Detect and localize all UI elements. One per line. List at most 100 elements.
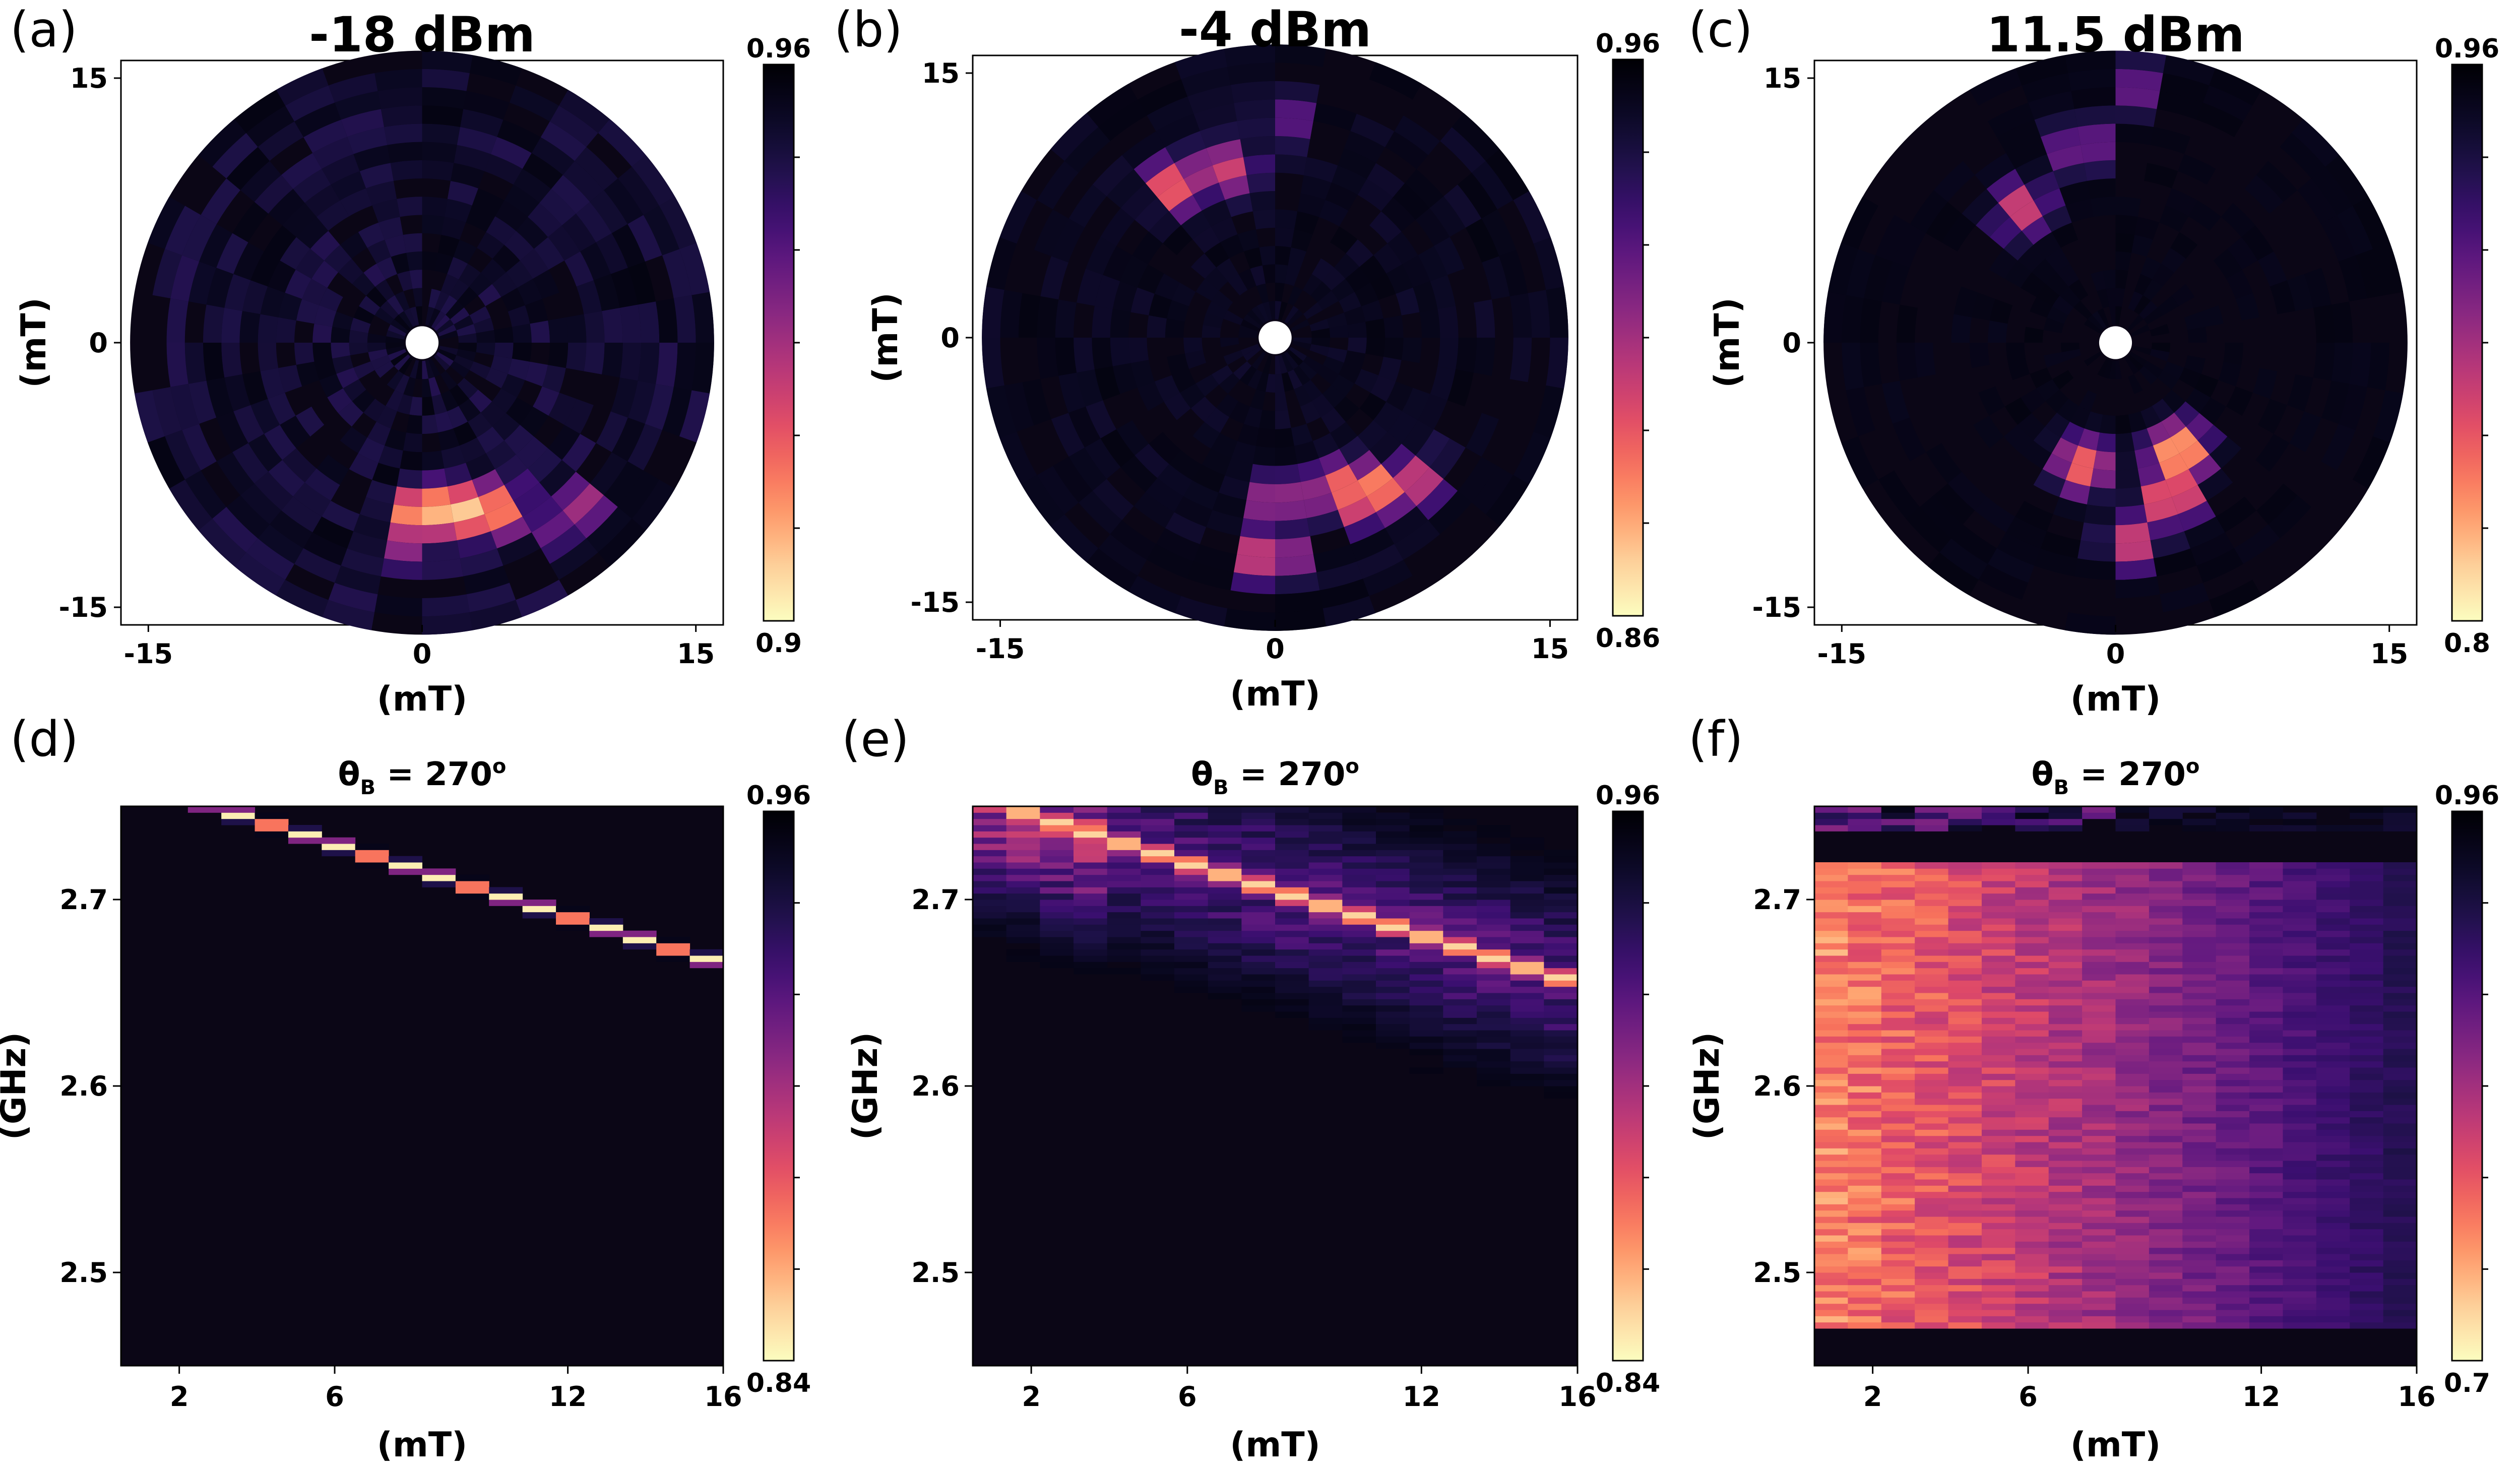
heatmap-cell [2249,974,2283,981]
heatmap-cell [2015,1049,2049,1055]
polar-bin [280,237,310,270]
heatmap-cell [2115,887,2150,894]
heatmap-cell [2350,1272,2384,1279]
polar-bin [2006,516,2047,549]
heatmap-cell [2316,949,2350,956]
heatmap-cell [2115,1024,2150,1031]
polar-bin [203,343,225,381]
polar-bin [1319,200,1349,227]
heatmap-cell [2283,1079,2317,1086]
polar-bin [372,463,400,487]
polar-bin [679,390,710,443]
heatmap-cell [2115,825,2150,832]
polar-bin [662,249,692,298]
heatmap-cell [1342,949,1376,956]
heatmap-cell [2015,1161,2049,1167]
heatmap-cell [1814,1067,1848,1074]
heatmap-cell [2082,887,2116,894]
heatmap-cell [1308,850,1343,857]
heatmap-cell [589,924,623,931]
polar-bin [433,354,450,371]
heatmap-cell [1544,918,1578,925]
heatmap-cell [2283,1129,2317,1136]
heatmap-cell [1814,1297,1848,1304]
polar-bin [1458,457,1497,503]
polar-bin [1430,275,1456,309]
polar-bin [456,349,476,362]
heatmap-cell [1981,912,2015,919]
heatmap-cell [1477,999,1511,1006]
heatmap-cell [1443,818,1477,825]
polar-bin [1275,301,1282,320]
polar-bin [1237,423,1259,446]
polar-bin [1319,579,1369,609]
heatmap-cell [1174,837,1209,844]
polar-bin [559,90,610,133]
heatmap-cell [1915,1185,1949,1192]
polar-bin [1275,428,1294,448]
heatmap-cell [1881,1061,1915,1068]
heatmap-cell [1308,881,1343,887]
heatmap-cell [2082,893,2116,900]
heatmap-cell [2048,1229,2083,1236]
polar-bin [386,346,405,355]
heatmap-cell [1981,993,2015,999]
y-tick-label: 2.6 [1753,1070,1801,1102]
heatmap-cell [2182,1223,2217,1230]
polar-bin [1281,353,1294,372]
heatmap-cell [1040,874,1074,881]
heatmap-cell [1040,955,1074,962]
heatmap-cell [1342,930,1376,937]
heatmap-cell [1241,844,1276,850]
x-tick-label: 12 [1403,1381,1440,1413]
polar-bin [240,483,282,525]
polar-bin [1428,490,1472,534]
heatmap-cell [2082,1036,2116,1043]
polar-bin [406,251,422,271]
polar-bin [2128,291,2143,311]
polar-bin [444,463,472,487]
heatmap-cell [2149,968,2183,975]
polar-bin [1092,305,1113,338]
heatmap-cell [973,874,1007,881]
heatmap-cell [1948,1135,1982,1142]
heatmap-cell [2048,962,2083,969]
heatmap-cell [1981,1067,2015,1074]
heatmap-cell [2350,1316,2384,1323]
polar-bin [2338,384,2367,430]
heatmap-cell [2048,1067,2083,1074]
heatmap-cell [1141,968,1175,975]
polar-bin [2059,480,2091,504]
polar-bin [1330,226,1358,253]
heatmap-cell [1814,930,1848,937]
polar-bin [1997,119,2041,153]
heatmap-cell [2048,1272,2083,1279]
heatmap-cell [1342,1005,1376,1012]
heatmap-cell [656,943,690,950]
heatmap-cell [2115,980,2150,987]
heatmap-cell [2015,1123,2049,1130]
heatmap-cell [2115,893,2150,900]
heatmap-cell [1981,1241,2015,1248]
heatmap-cell [2383,1223,2417,1230]
heatmap-cell [2383,1154,2417,1161]
polar-bin [206,377,234,418]
polar-bin [454,145,491,171]
heatmap-cell [2115,900,2150,906]
heatmap-cell [2182,1073,2217,1080]
heatmap-cell [973,906,1007,913]
polar-bin [1278,301,1288,321]
heatmap-cell [2115,1098,2150,1105]
heatmap-cell [1376,999,1410,1006]
polar-bin [533,386,559,416]
heatmap-cell [1848,818,1882,825]
heatmap-cell [1915,1297,1949,1304]
heatmap-cell [1915,881,1949,887]
polar-bin [1275,246,1291,266]
polar-bin [268,393,296,425]
heatmap-cell [2082,1024,2116,1031]
x-tick-label: 12 [2242,1381,2280,1413]
heatmap-cell [322,837,356,844]
heatmap-cell [1848,1061,1882,1068]
heatmap-cell [1510,968,1544,975]
